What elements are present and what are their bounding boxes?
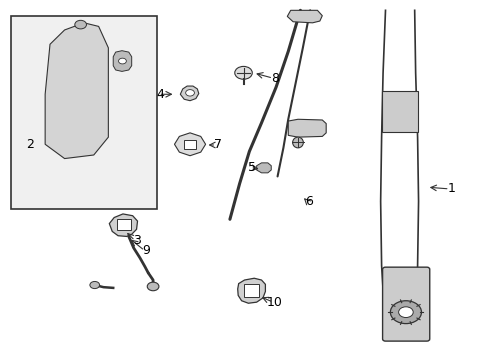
- Polygon shape: [113, 51, 131, 71]
- Text: 4: 4: [156, 88, 163, 101]
- Circle shape: [75, 20, 86, 29]
- Polygon shape: [174, 133, 205, 156]
- Bar: [11, 16, 157, 208]
- Polygon shape: [45, 23, 108, 158]
- Polygon shape: [256, 163, 271, 173]
- Circle shape: [147, 282, 159, 291]
- Bar: [117, 219, 130, 230]
- Text: 1: 1: [447, 183, 454, 195]
- Polygon shape: [287, 119, 325, 137]
- Circle shape: [234, 66, 252, 79]
- Text: 8: 8: [270, 72, 278, 85]
- FancyBboxPatch shape: [382, 267, 429, 341]
- Text: 10: 10: [266, 296, 282, 309]
- Polygon shape: [287, 10, 322, 23]
- Bar: [184, 140, 196, 149]
- Circle shape: [185, 90, 194, 96]
- Bar: [381, 91, 417, 132]
- Text: 5: 5: [247, 161, 255, 174]
- Polygon shape: [237, 278, 265, 303]
- Text: 7: 7: [213, 139, 221, 152]
- Bar: [244, 284, 259, 297]
- Polygon shape: [180, 86, 199, 101]
- Circle shape: [398, 307, 412, 318]
- Circle shape: [90, 282, 100, 289]
- Circle shape: [389, 301, 421, 324]
- Text: 2: 2: [25, 138, 34, 151]
- Text: 3: 3: [132, 234, 140, 247]
- Polygon shape: [109, 214, 137, 237]
- Text: 9: 9: [142, 244, 150, 257]
- Circle shape: [118, 58, 126, 64]
- Text: 6: 6: [304, 195, 312, 208]
- Ellipse shape: [292, 137, 303, 148]
